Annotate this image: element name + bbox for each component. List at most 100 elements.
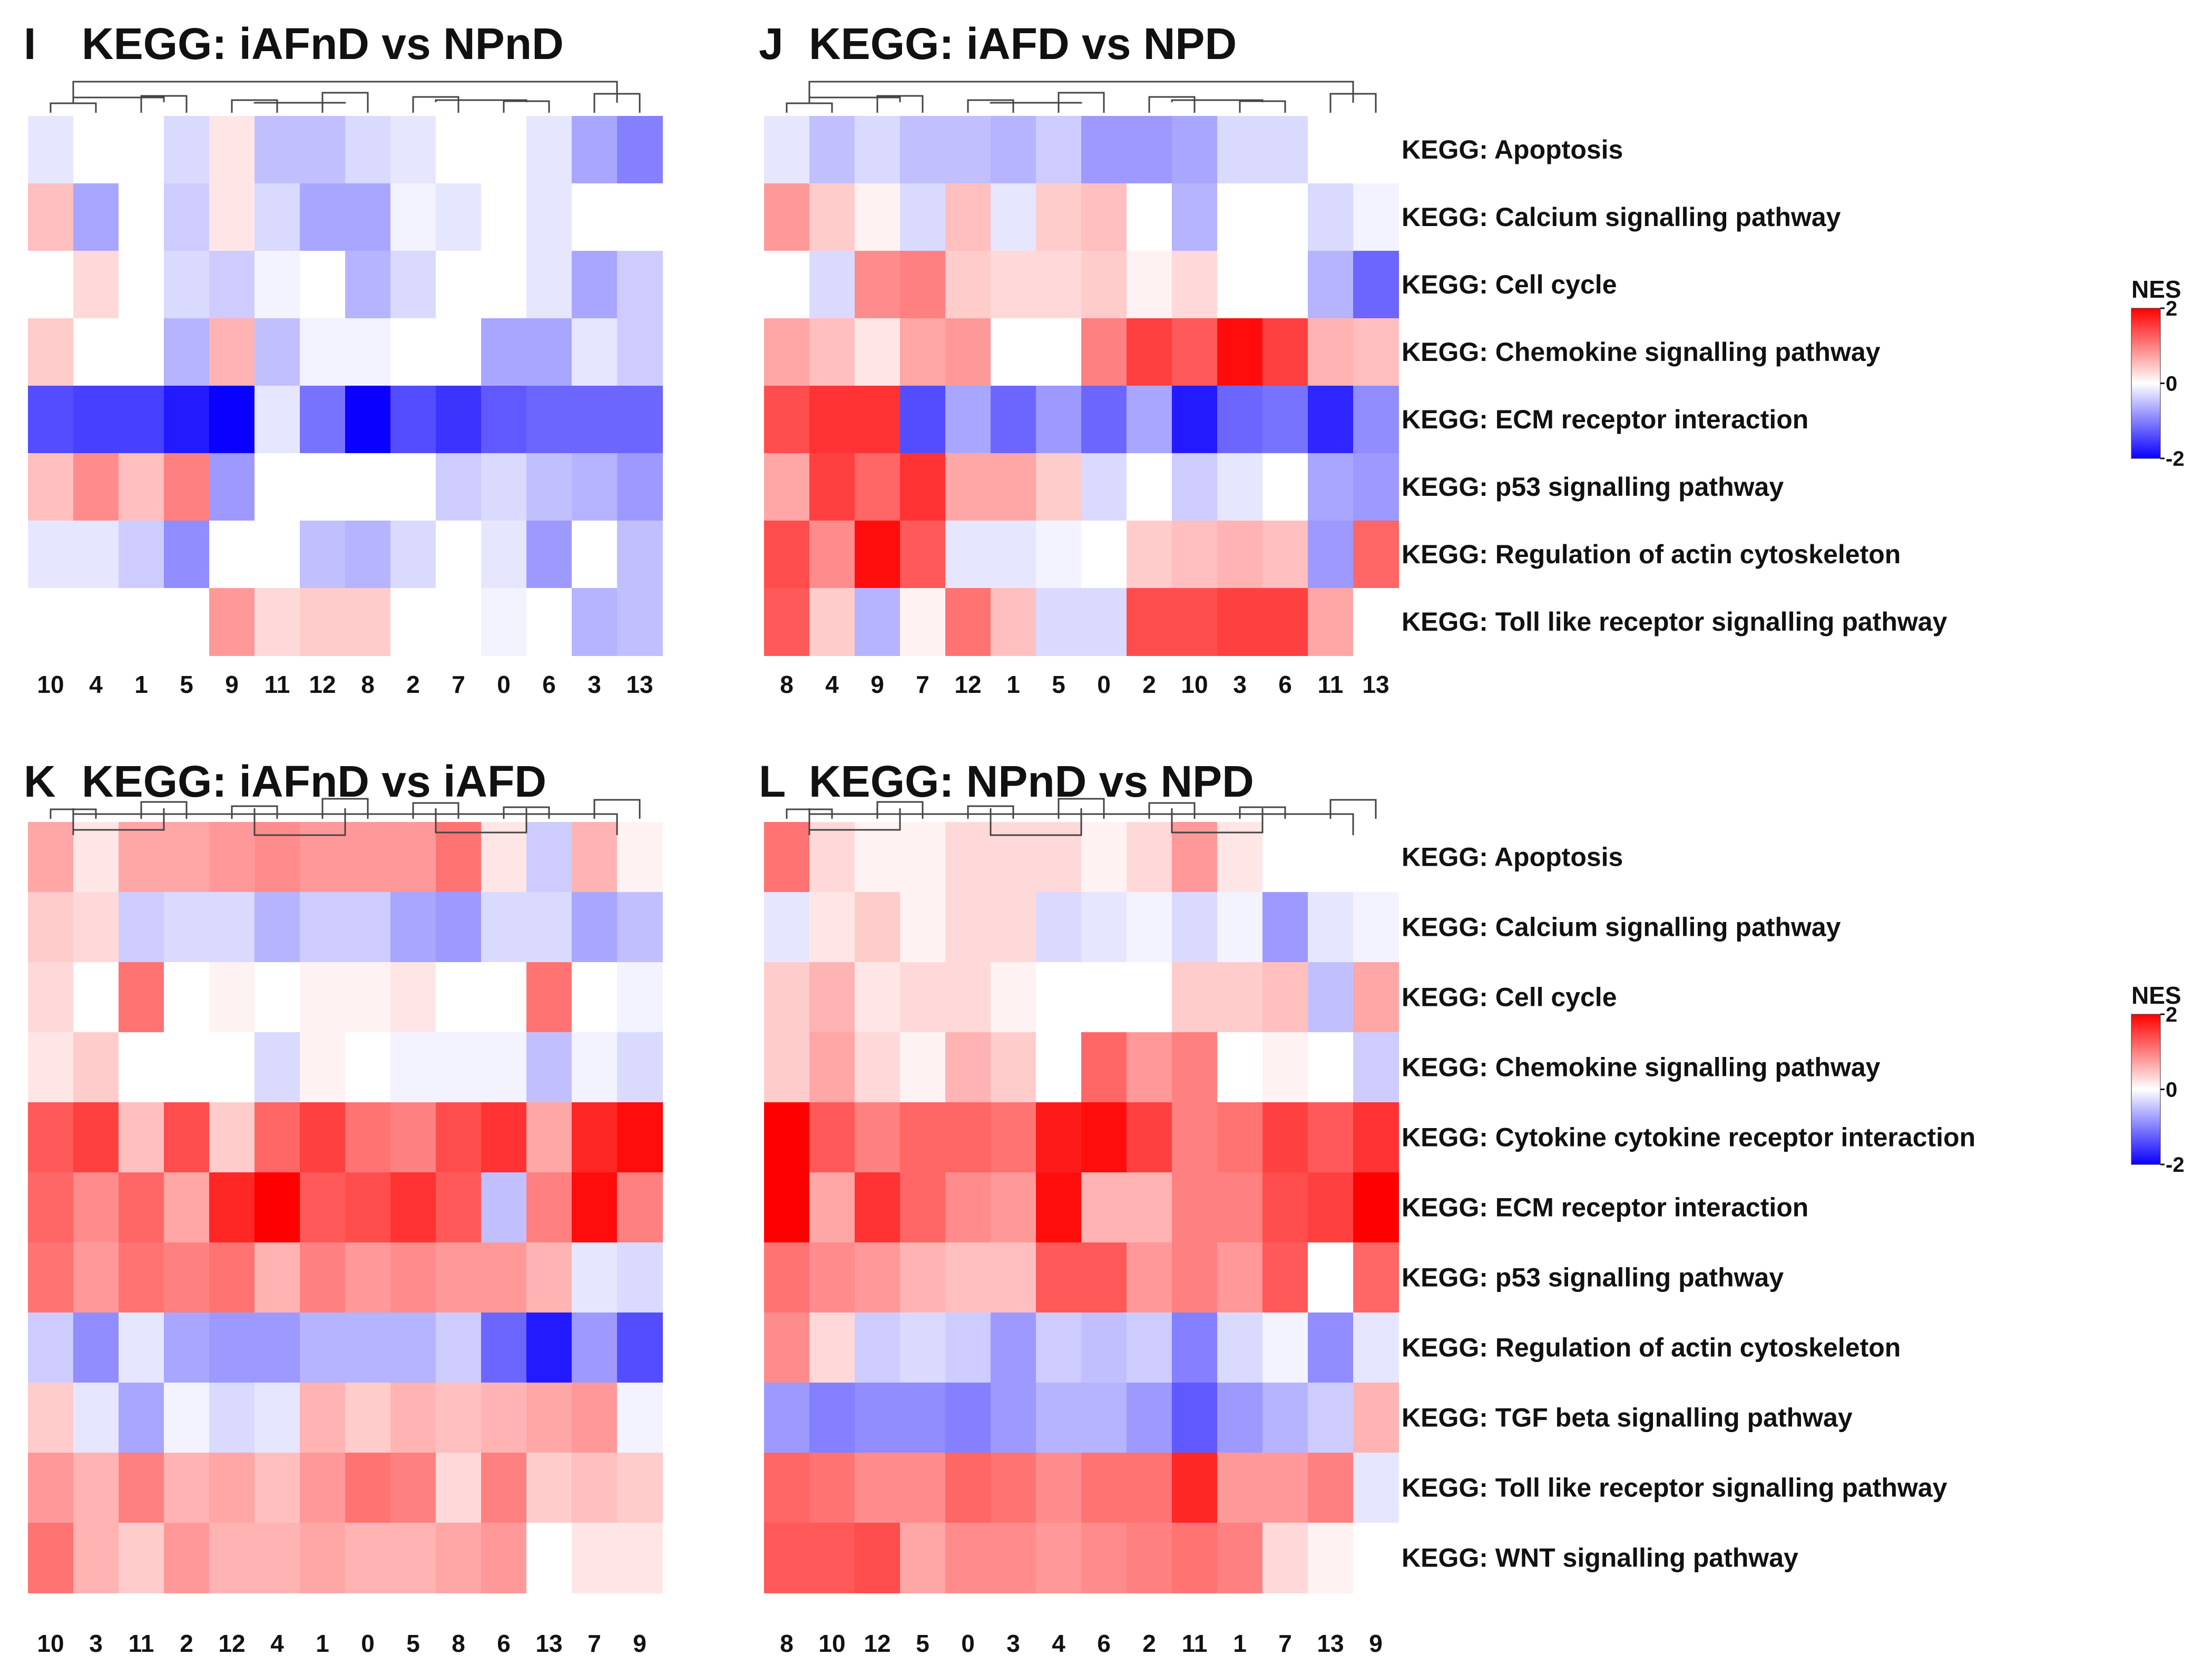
- heatmap-cell: [1308, 588, 1354, 656]
- heatmap-cell: [617, 183, 663, 251]
- column-label: 1: [134, 671, 148, 698]
- heatmap-cell: [1262, 588, 1308, 656]
- heatmap-cell: [764, 1313, 810, 1383]
- heatmap-cell: [572, 962, 618, 1033]
- heatmap-cell: [28, 1102, 74, 1173]
- heatmap-cell: [1217, 588, 1263, 656]
- heatmap-cell: [481, 962, 527, 1033]
- heatmap-cell: [855, 1383, 901, 1453]
- heatmap-cell: [764, 1032, 810, 1103]
- heatmap-cell: [526, 1032, 572, 1103]
- heatmap-cell: [764, 183, 810, 251]
- heatmap-cell: [809, 588, 855, 656]
- heatmap-cell: [345, 1523, 391, 1593]
- heatmap-cell: [1036, 1032, 1082, 1103]
- heatmap-cell: [1172, 453, 1218, 521]
- heatmap-cell: [991, 453, 1036, 521]
- heatmap-cell: [390, 1032, 436, 1103]
- heatmap-cell: [28, 453, 74, 521]
- heatmap-cell: [1308, 1523, 1354, 1593]
- column-label: 11: [1318, 671, 1344, 698]
- column-label: 2: [1142, 1630, 1156, 1657]
- heatmap-cell: [1081, 1383, 1127, 1453]
- heatmap-cell: [1353, 1313, 1399, 1383]
- heatmap-cell: [255, 892, 300, 963]
- heatmap-cell: [209, 1242, 255, 1313]
- heatmap-cell: [481, 1032, 527, 1103]
- heatmap-cell: [345, 1453, 391, 1523]
- heatmap-cell: [119, 116, 164, 184]
- heatmap-cell: [1353, 1453, 1399, 1523]
- heatmap-cell: [617, 453, 663, 521]
- heatmap-cell: [900, 1383, 946, 1453]
- heatmap-cell: [209, 1383, 255, 1453]
- heatmap-cell: [809, 251, 855, 319]
- heatmap-cell: [1308, 892, 1354, 963]
- heatmap-cell: [209, 521, 255, 589]
- heatmap-cell: [255, 386, 300, 454]
- heatmap-cell: [390, 822, 436, 893]
- heatmap-cell: [481, 453, 527, 521]
- heatmap-cell: [1081, 1523, 1127, 1593]
- heatmap-cell: [28, 892, 74, 963]
- heatmap-cell: [945, 251, 991, 319]
- heatmap-cell: [991, 822, 1036, 893]
- heatmap-cell: [1127, 962, 1172, 1033]
- column-label: 10: [37, 1630, 64, 1657]
- heatmap-cell: [164, 1172, 210, 1243]
- heatmap-cell: [390, 1523, 436, 1593]
- heatmap-cell: [1353, 1383, 1399, 1453]
- heatmap-cell: [255, 1172, 300, 1243]
- heatmap-cell: [73, 1242, 119, 1313]
- heatmap-cell: [617, 1102, 663, 1173]
- heatmap-cell: [73, 1032, 119, 1103]
- heatmap-cell: [164, 1453, 210, 1523]
- heatmap-cell: [764, 1453, 810, 1523]
- heatmap-cell: [73, 962, 119, 1033]
- heatmap-cell: [900, 1453, 946, 1523]
- heatmap-cell: [300, 1172, 346, 1243]
- heatmap-cell: [1262, 962, 1308, 1033]
- heatmap-cell: [572, 1313, 618, 1383]
- heatmap-cell: [809, 318, 855, 386]
- heatmap-cell: [1262, 892, 1308, 963]
- heatmap-cell: [300, 251, 346, 319]
- heatmap-cell: [991, 183, 1036, 251]
- heatmap-cell: [119, 386, 164, 454]
- heatmap-cell: [73, 318, 119, 386]
- heatmap-cell: [900, 521, 946, 589]
- heatmap-cell: [809, 386, 855, 454]
- row-label: KEGG: Calcium signalling pathway: [1402, 202, 1841, 232]
- heatmap-cell: [345, 386, 391, 454]
- heatmap-cell: [255, 318, 300, 386]
- heatmap-cell: [991, 1172, 1036, 1243]
- heatmap-cell: [764, 251, 810, 319]
- legend-colorbar: [2131, 1014, 2161, 1165]
- heatmap-cell: [300, 1523, 346, 1593]
- heatmap-cell: [1308, 1172, 1354, 1243]
- heatmap-cell: [900, 822, 946, 893]
- panel-letter: L: [759, 757, 786, 806]
- heatmap-cell: [1217, 183, 1263, 251]
- heatmap-cell: [1353, 1172, 1399, 1243]
- heatmap-cell: [1172, 588, 1218, 656]
- heatmap-cell: [1081, 116, 1127, 184]
- column-label: 6: [1097, 1630, 1111, 1657]
- heatmap-cell: [764, 318, 810, 386]
- heatmap-cell: [1172, 318, 1218, 386]
- heatmap-cell: [390, 1102, 436, 1173]
- heatmap-cell: [855, 822, 901, 893]
- heatmap-cell: [945, 588, 991, 656]
- column-label: 7: [452, 671, 465, 698]
- heatmap-cell: [255, 1313, 300, 1383]
- heatmap-cell: [436, 251, 482, 319]
- heatmap-cell: [1172, 1383, 1218, 1453]
- heatmap-cell: [855, 962, 901, 1033]
- heatmap-cell: [73, 1172, 119, 1243]
- heatmap-cell: [73, 521, 119, 589]
- heatmap-cell: [119, 251, 164, 319]
- heatmap-cell: [617, 1032, 663, 1103]
- column-dendrogram: [50, 81, 641, 113]
- heatmap-cell: [1353, 588, 1399, 656]
